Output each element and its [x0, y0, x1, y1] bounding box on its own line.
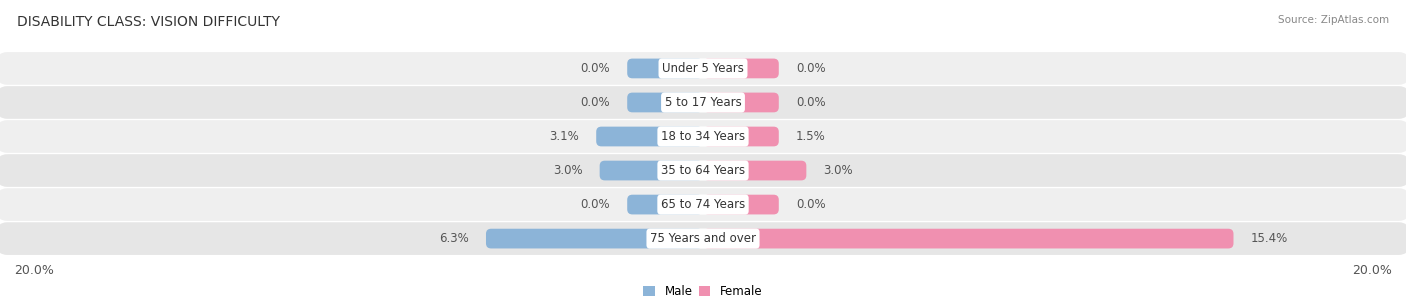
Text: 65 to 74 Years: 65 to 74 Years — [661, 198, 745, 211]
FancyBboxPatch shape — [627, 59, 703, 78]
FancyBboxPatch shape — [703, 93, 779, 112]
Text: 3.0%: 3.0% — [553, 164, 582, 177]
Text: 75 Years and over: 75 Years and over — [650, 232, 756, 245]
Text: 3.0%: 3.0% — [824, 164, 853, 177]
FancyBboxPatch shape — [0, 188, 1406, 221]
Text: 1.5%: 1.5% — [796, 130, 825, 143]
Text: 18 to 34 Years: 18 to 34 Years — [661, 130, 745, 143]
Text: 35 to 64 Years: 35 to 64 Years — [661, 164, 745, 177]
FancyBboxPatch shape — [599, 161, 703, 180]
FancyBboxPatch shape — [0, 154, 1406, 187]
FancyBboxPatch shape — [0, 222, 1406, 255]
FancyBboxPatch shape — [0, 52, 1406, 85]
FancyBboxPatch shape — [703, 195, 779, 214]
Text: 20.0%: 20.0% — [1353, 264, 1392, 277]
FancyBboxPatch shape — [703, 127, 779, 146]
FancyBboxPatch shape — [627, 195, 703, 214]
FancyBboxPatch shape — [596, 127, 703, 146]
Text: 20.0%: 20.0% — [14, 264, 53, 277]
Text: 6.3%: 6.3% — [439, 232, 468, 245]
Text: 3.1%: 3.1% — [550, 130, 579, 143]
Text: 0.0%: 0.0% — [796, 62, 825, 75]
Text: 0.0%: 0.0% — [796, 198, 825, 211]
FancyBboxPatch shape — [0, 86, 1406, 119]
FancyBboxPatch shape — [703, 229, 1233, 248]
Legend: Male, Female: Male, Female — [638, 280, 768, 303]
FancyBboxPatch shape — [627, 93, 703, 112]
Text: 0.0%: 0.0% — [796, 96, 825, 109]
Text: 0.0%: 0.0% — [581, 198, 610, 211]
Text: 15.4%: 15.4% — [1251, 232, 1288, 245]
Text: 5 to 17 Years: 5 to 17 Years — [665, 96, 741, 109]
Text: Source: ZipAtlas.com: Source: ZipAtlas.com — [1278, 15, 1389, 25]
FancyBboxPatch shape — [0, 120, 1406, 153]
Text: 0.0%: 0.0% — [581, 62, 610, 75]
Text: Under 5 Years: Under 5 Years — [662, 62, 744, 75]
FancyBboxPatch shape — [703, 161, 807, 180]
FancyBboxPatch shape — [486, 229, 703, 248]
Text: DISABILITY CLASS: VISION DIFFICULTY: DISABILITY CLASS: VISION DIFFICULTY — [17, 15, 280, 29]
Text: 0.0%: 0.0% — [581, 96, 610, 109]
FancyBboxPatch shape — [703, 59, 779, 78]
